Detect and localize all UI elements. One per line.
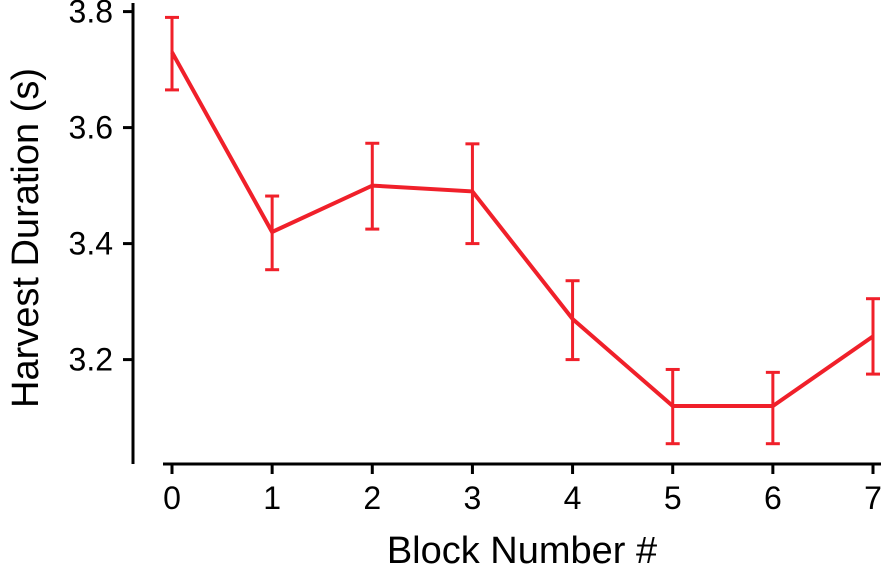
- x-tick-label: 3: [464, 480, 482, 516]
- axes: [131, 3, 881, 466]
- x-tick-label: 7: [864, 480, 882, 516]
- x-tick-label: 1: [263, 480, 281, 516]
- y-tick-label: 3.4: [69, 226, 113, 262]
- x-tick-label: 4: [564, 480, 582, 516]
- y-tick-label: 3.8: [69, 0, 113, 30]
- x-axis-title: Block Number #: [387, 530, 657, 572]
- y-tick-label: 3.2: [69, 342, 113, 378]
- series-line: [170, 51, 875, 408]
- error-bar: [765, 370, 780, 446]
- x-tick-label: 5: [664, 480, 682, 516]
- x-tick-label: 0: [163, 480, 181, 516]
- series-lines: [170, 51, 875, 408]
- y-tick-label: 3.6: [69, 110, 113, 146]
- axis-ticks: 3.2 3.4 3.6 3.8 0 1 2 3 4 5 6 7: [69, 0, 882, 516]
- x-tick-label: 6: [764, 480, 782, 516]
- y-axis-title: Harvest Duration (s): [5, 68, 47, 408]
- x-tick-label: 2: [363, 480, 381, 516]
